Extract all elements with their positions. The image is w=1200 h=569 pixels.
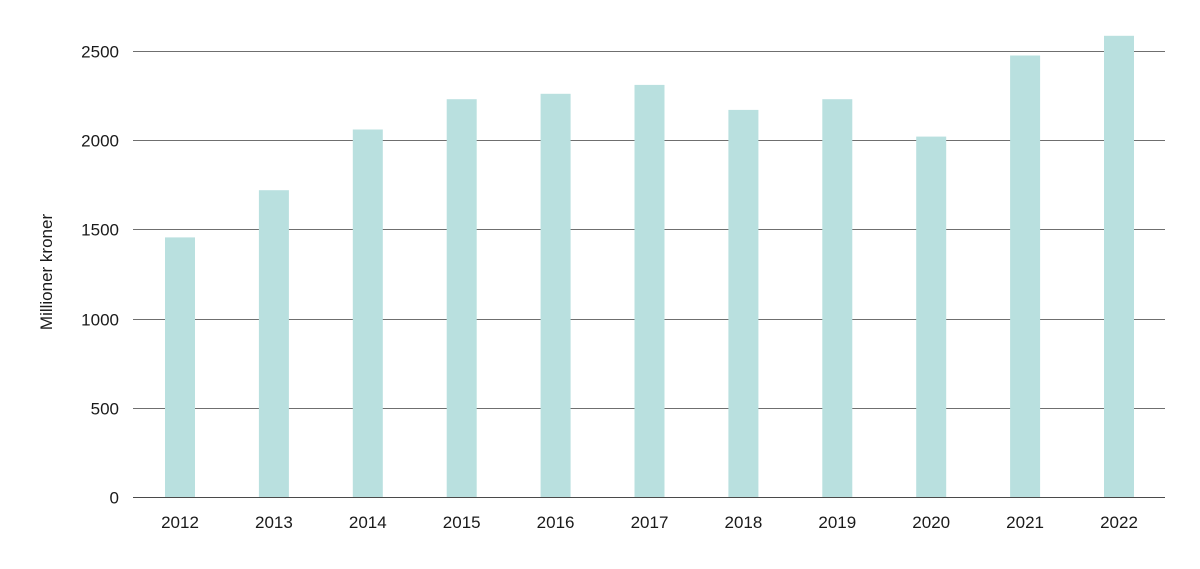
bar-2012: [165, 237, 195, 497]
x-tick-labels: 2012 2013 2014 2015 2016 2017 2018 2019 2020 2021…: [161, 513, 1138, 532]
y-tick-label: 0: [110, 489, 119, 508]
x-tick-label-2013: 2013: [255, 513, 293, 532]
bars: [165, 35, 1134, 498]
bar-2018: [728, 109, 759, 498]
bar-2014: [352, 129, 383, 497]
bar-2020: [916, 136, 947, 497]
x-tick-label-2018: 2018: [724, 513, 762, 532]
bar-2013: [258, 190, 289, 497]
x-tick-label-2017: 2017: [631, 513, 669, 532]
bar-2021: [1010, 55, 1041, 497]
bar-2015: [446, 99, 477, 497]
y-tick-label: 2000: [81, 132, 119, 151]
y-tick-label: 1000: [81, 311, 119, 330]
bar-2022: [1104, 35, 1134, 498]
y-axis-title: Millioner kroner: [37, 214, 56, 331]
x-tick-label-2012: 2012: [161, 513, 199, 532]
x-tick-label-2021: 2021: [1006, 513, 1044, 532]
x-tick-label-2015: 2015: [443, 513, 481, 532]
x-tick-label-2020: 2020: [912, 513, 950, 532]
y-tick-labels: 0 500 1000 1500 2000 2500: [81, 43, 119, 508]
bar-2016: [540, 93, 571, 498]
x-tick-label-2019: 2019: [818, 513, 856, 532]
x-tick-label-2016: 2016: [537, 513, 575, 532]
y-tick-label: 1500: [81, 221, 119, 240]
bar-2017: [634, 84, 665, 498]
y-tick-label: 2500: [81, 43, 119, 62]
x-tick-label-2022: 2022: [1100, 513, 1138, 532]
x-tick-label-2014: 2014: [349, 513, 387, 532]
bar-2019: [822, 99, 853, 497]
y-tick-label: 500: [91, 400, 119, 419]
